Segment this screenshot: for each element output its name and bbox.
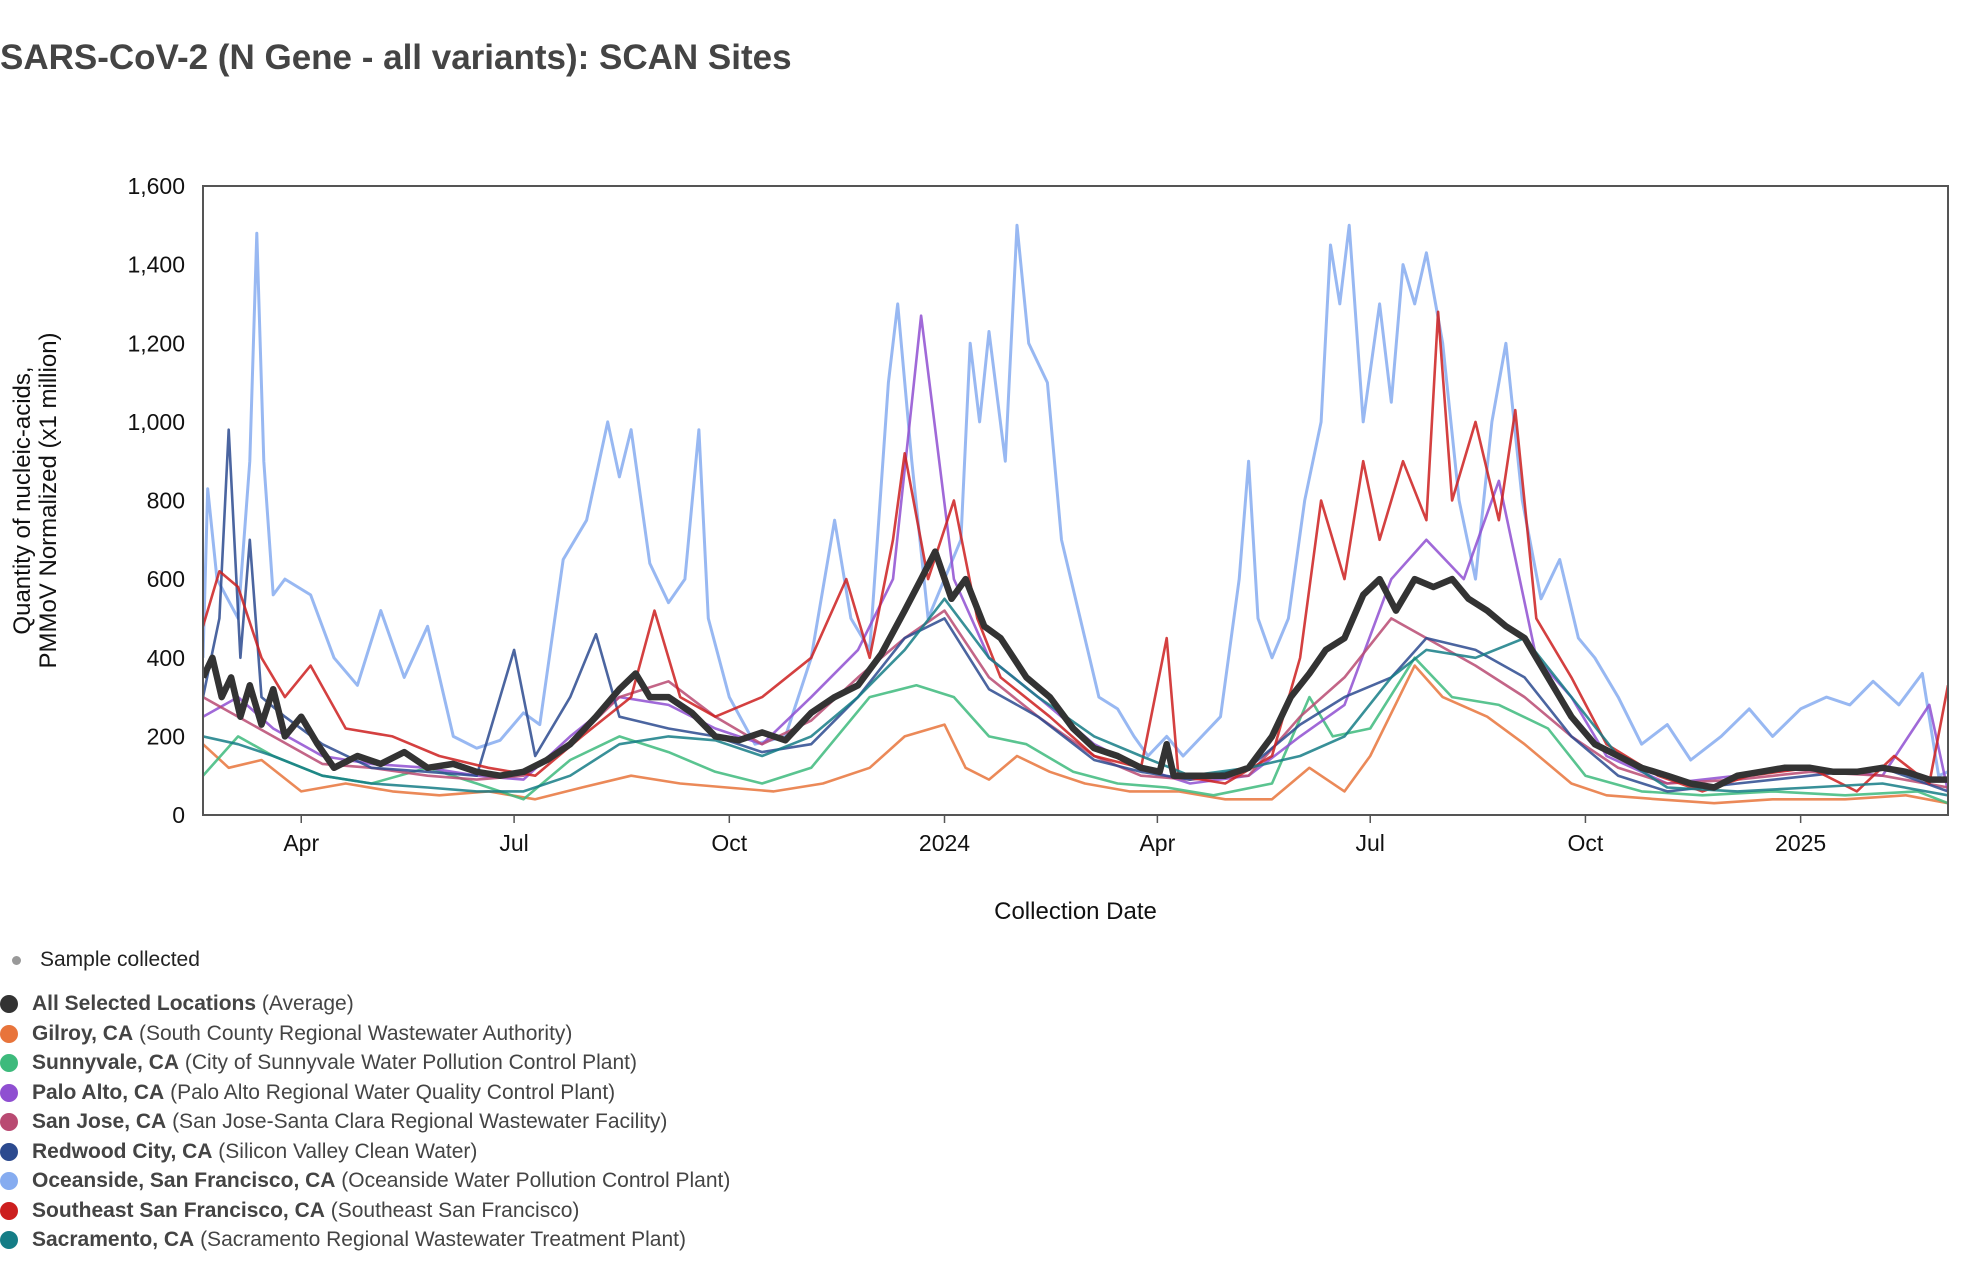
x-tick-label: Jul bbox=[499, 830, 528, 856]
x-tick-label: 2025 bbox=[1775, 830, 1826, 856]
legend-dot-icon bbox=[0, 1201, 18, 1220]
legend-item-description: (Average) bbox=[261, 992, 354, 1015]
legend-item-name: Southeast San Francisco, CA bbox=[32, 1198, 325, 1222]
plot-frame bbox=[202, 185, 1949, 816]
legend-item-name: San Jose, CA bbox=[32, 1110, 167, 1133]
series-line-southeast-san-francisco-ca bbox=[203, 310, 1948, 793]
x-tick-label: Apr bbox=[283, 830, 319, 856]
legend-item[interactable]: Sunnyvale, CA (City of Sunnyvale Water P… bbox=[0, 1048, 730, 1078]
chart: 0 200 400 600 800 1,000 1,200 1,400 1,600 Apr Jul… bbox=[9, 173, 1949, 925]
series-line-palo-alto-ca bbox=[203, 314, 1948, 792]
series-line-sunnyvale-ca bbox=[203, 656, 1948, 805]
y-tick-label: 800 bbox=[147, 488, 185, 514]
legend-item-description: (San Jose-Santa Clara Regional Wastewate… bbox=[172, 1110, 668, 1133]
x-tick-label: 2024 bbox=[919, 830, 970, 856]
legend-item-name: Sacramento, CA bbox=[32, 1228, 195, 1251]
legend-item[interactable]: Redwood City, CA (Silicon Valley Clean W… bbox=[0, 1137, 730, 1167]
legend-item-name: Oceanside, San Francisco, CA bbox=[32, 1169, 336, 1192]
y-tick-label: 0 bbox=[172, 802, 185, 828]
legend-dot-icon bbox=[0, 995, 18, 1013]
y-tick-label: 200 bbox=[147, 723, 185, 749]
x-tick-label: Apr bbox=[1139, 830, 1175, 856]
legend-dot-icon bbox=[0, 1231, 18, 1249]
legend-item[interactable]: Gilroy, CA (South County Regional Wastew… bbox=[0, 1019, 730, 1049]
legend-item-description: (Oceanside Water Pollution Control Plant… bbox=[341, 1169, 731, 1192]
legend-item-name: Sunnyvale, CA bbox=[32, 1051, 180, 1074]
series-line-sacramento-ca bbox=[203, 597, 1948, 797]
legend-item-description: (Silicon Valley Clean Water) bbox=[218, 1139, 478, 1163]
legend-dot-icon bbox=[0, 1054, 18, 1072]
legend-item-description: (City of Sunnyvale Water Pollution Contr… bbox=[184, 1051, 637, 1074]
y-tick-label: 1,400 bbox=[127, 252, 185, 278]
legend-item[interactable]: All Selected Locations (Average) bbox=[0, 989, 730, 1019]
y-tick-label: 1,200 bbox=[127, 330, 185, 356]
x-tick-label: Jul bbox=[1356, 830, 1385, 856]
y-axis: 0 200 400 600 800 1,000 1,200 1,400 1,600 bbox=[127, 173, 185, 828]
series-line-oceanside-san-francisco-ca bbox=[203, 223, 1948, 778]
legend-dot-icon bbox=[0, 1083, 18, 1102]
legend-dot-icon bbox=[0, 1113, 18, 1131]
legend-item-name: All Selected Locations bbox=[32, 992, 257, 1015]
legend-item[interactable]: San Jose, CA (San Jose-Santa Clara Regio… bbox=[0, 1107, 730, 1137]
legend-dot-icon bbox=[0, 1172, 18, 1190]
series-layer bbox=[203, 223, 1948, 805]
y-tick-label: 600 bbox=[147, 566, 185, 592]
sample-dot-icon bbox=[12, 956, 21, 965]
series-line-redwood-city-ca bbox=[203, 428, 1948, 793]
x-axis-title: Collection Date bbox=[994, 898, 1157, 925]
series-line-all-selected-locations bbox=[203, 548, 1948, 791]
legend-item-name: Palo Alto, CA bbox=[32, 1080, 165, 1104]
y-tick-label: 400 bbox=[147, 645, 185, 671]
y-tick-label: 1,600 bbox=[127, 173, 185, 199]
legend-item-name: Gilroy, CA bbox=[32, 1021, 134, 1045]
x-tick-label: Oct bbox=[711, 830, 747, 856]
legend-sample-label: Sample collected bbox=[40, 948, 200, 971]
legend-item-description: (Sacramento Regional Wastewater Treatmen… bbox=[200, 1228, 686, 1251]
legend-item[interactable]: Southeast San Francisco, CA (Southeast S… bbox=[0, 1196, 730, 1226]
page-title: SARS-CoV-2 (N Gene - all variants): SCAN… bbox=[0, 38, 792, 77]
y-axis-title-line-2: PMMoV Normalized (x1 million) bbox=[35, 332, 62, 668]
x-tick-label: Oct bbox=[1568, 830, 1604, 856]
legend-item-name: Redwood City, CA bbox=[32, 1139, 213, 1163]
legend-dot-icon bbox=[0, 1024, 18, 1043]
legend-item-description: (South County Regional Wastewater Author… bbox=[138, 1021, 573, 1045]
legend-dot-icon bbox=[0, 1142, 18, 1161]
legend-item-description: (Palo Alto Regional Water Quality Contro… bbox=[170, 1080, 616, 1104]
x-axis: Apr Jul Oct 2024 Apr Jul Oct 2025 bbox=[283, 815, 1826, 856]
legend-item[interactable]: Oceanside, San Francisco, CA (Oceanside … bbox=[0, 1166, 730, 1196]
legend-item-description: (Southeast San Francisco) bbox=[330, 1198, 580, 1222]
legend-item[interactable]: Sacramento, CA (Sacramento Regional Wast… bbox=[0, 1225, 730, 1255]
y-axis-title-line-1: Quantity of nucleic-acids, bbox=[9, 366, 36, 634]
legend-sample-item: Sample collected bbox=[0, 945, 730, 975]
legend-item[interactable]: Palo Alto, CA (Palo Alto Regional Water … bbox=[0, 1078, 730, 1108]
y-tick-label: 1,000 bbox=[127, 409, 185, 435]
legend: Sample collected All Selected Locations … bbox=[0, 945, 730, 1255]
